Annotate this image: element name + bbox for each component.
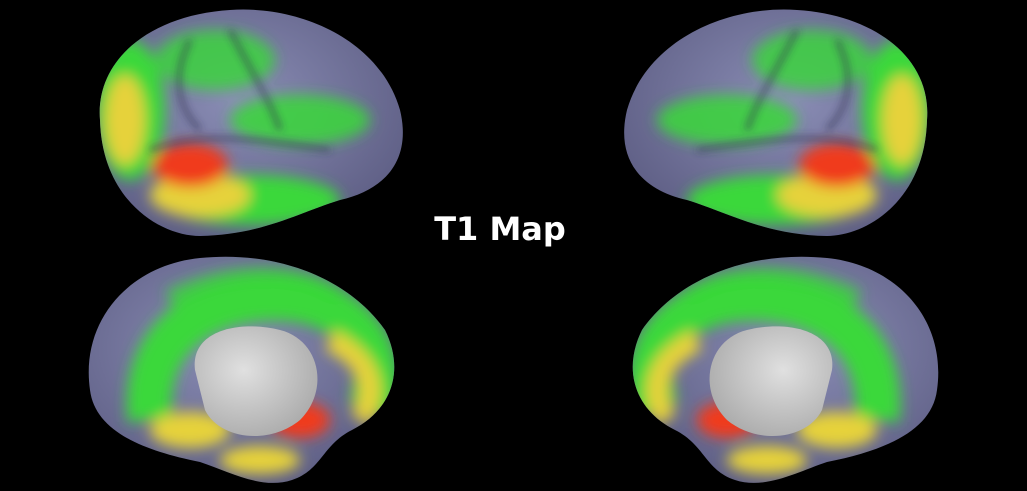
title: T1 Map <box>434 210 566 248</box>
